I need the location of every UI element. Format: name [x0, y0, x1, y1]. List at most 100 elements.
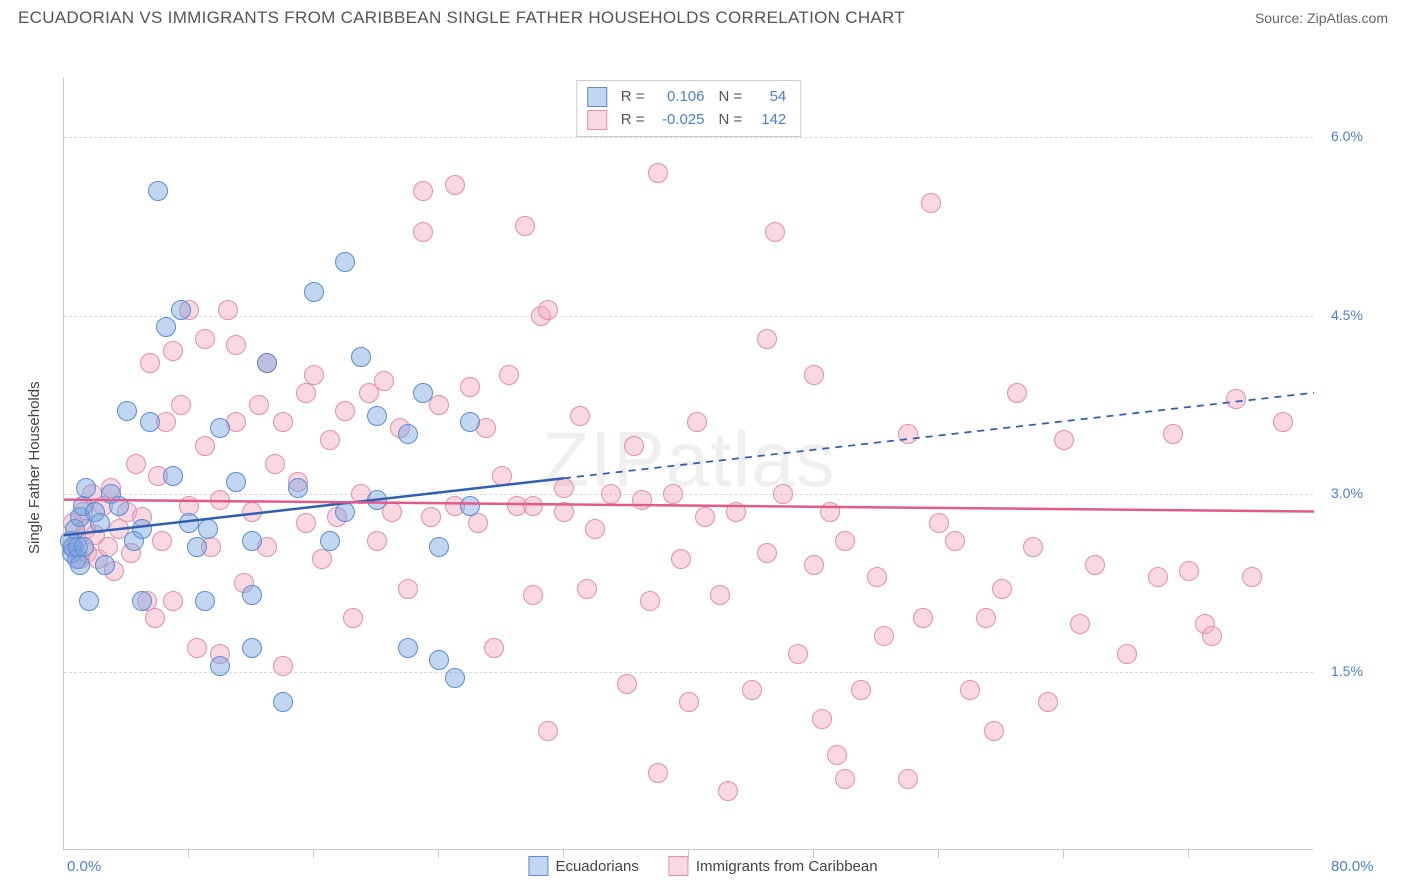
- data-point-caribbean: [152, 531, 172, 551]
- gridline: [64, 672, 1313, 673]
- data-point-caribbean: [296, 513, 316, 533]
- x-tick: [1188, 850, 1189, 858]
- data-point-caribbean: [413, 181, 433, 201]
- data-point-ecuadorians: [288, 478, 308, 498]
- source-link[interactable]: ZipAtlas.com: [1307, 10, 1388, 26]
- data-point-caribbean: [827, 745, 847, 765]
- data-point-caribbean: [320, 430, 340, 450]
- data-point-ecuadorians: [187, 537, 207, 557]
- data-point-caribbean: [460, 377, 480, 397]
- trend-lines: [64, 78, 1314, 850]
- data-point-ecuadorians: [273, 692, 293, 712]
- data-point-caribbean: [874, 626, 894, 646]
- n-label: N =: [719, 86, 743, 109]
- gridline: [64, 494, 1313, 495]
- plot-area: ZIPatlasR =0.106N =54R =-0.025N =142: [63, 78, 1313, 850]
- data-point-ecuadorians: [210, 418, 230, 438]
- data-point-caribbean: [1242, 567, 1262, 587]
- data-point-caribbean: [804, 365, 824, 385]
- n-label: N =: [719, 109, 743, 132]
- y-tick-label: 1.5%: [1331, 663, 1363, 679]
- data-point-ecuadorians: [335, 252, 355, 272]
- data-point-caribbean: [1054, 430, 1074, 450]
- data-point-caribbean: [1148, 567, 1168, 587]
- data-point-ecuadorians: [335, 502, 355, 522]
- data-point-caribbean: [554, 478, 574, 498]
- data-point-caribbean: [632, 490, 652, 510]
- data-point-ecuadorians: [76, 478, 96, 498]
- stats-row-caribbean: R =-0.025N =142: [587, 109, 787, 132]
- data-point-caribbean: [538, 300, 558, 320]
- data-point-ecuadorians: [226, 472, 246, 492]
- data-point-ecuadorians: [398, 424, 418, 444]
- data-point-ecuadorians: [79, 591, 99, 611]
- data-point-ecuadorians: [460, 412, 480, 432]
- chart-title: ECUADORIAN VS IMMIGRANTS FROM CARIBBEAN …: [18, 8, 905, 28]
- data-point-caribbean: [367, 531, 387, 551]
- correlation-scatter-chart: ZIPatlasR =0.106N =54R =-0.025N =1421.5%…: [18, 36, 1388, 886]
- data-point-caribbean: [710, 585, 730, 605]
- data-point-caribbean: [640, 591, 660, 611]
- data-point-caribbean: [484, 638, 504, 658]
- data-point-caribbean: [265, 454, 285, 474]
- data-point-ecuadorians: [242, 585, 262, 605]
- data-point-caribbean: [648, 763, 668, 783]
- x-tick: [313, 850, 314, 858]
- legend-swatch-ecuadorians: [587, 87, 607, 107]
- data-point-ecuadorians: [413, 383, 433, 403]
- r-value-caribbean: -0.025: [655, 109, 705, 132]
- data-point-caribbean: [601, 484, 621, 504]
- data-point-caribbean: [921, 193, 941, 213]
- data-point-caribbean: [343, 608, 363, 628]
- data-point-caribbean: [835, 769, 855, 789]
- data-point-caribbean: [1007, 383, 1027, 403]
- data-point-caribbean: [695, 507, 715, 527]
- data-point-ecuadorians: [460, 496, 480, 516]
- data-point-ecuadorians: [70, 555, 90, 575]
- data-point-caribbean: [945, 531, 965, 551]
- data-point-caribbean: [210, 490, 230, 510]
- y-axis-title: Single Father Households: [26, 381, 43, 554]
- data-point-caribbean: [1085, 555, 1105, 575]
- gridline: [64, 316, 1313, 317]
- data-point-caribbean: [577, 579, 597, 599]
- data-point-caribbean: [163, 341, 183, 361]
- data-point-ecuadorians: [132, 519, 152, 539]
- data-point-caribbean: [145, 608, 165, 628]
- data-point-caribbean: [421, 507, 441, 527]
- data-point-caribbean: [359, 383, 379, 403]
- data-point-caribbean: [1202, 626, 1222, 646]
- data-point-caribbean: [126, 454, 146, 474]
- data-point-ecuadorians: [398, 638, 418, 658]
- data-point-caribbean: [820, 502, 840, 522]
- data-point-caribbean: [140, 353, 160, 373]
- data-point-caribbean: [187, 638, 207, 658]
- data-point-caribbean: [804, 555, 824, 575]
- stats-row-ecuadorians: R =0.106N =54: [587, 86, 787, 109]
- data-point-ecuadorians: [242, 638, 262, 658]
- legend-swatch-caribbean: [669, 856, 689, 876]
- data-point-ecuadorians: [109, 496, 129, 516]
- data-point-caribbean: [585, 519, 605, 539]
- data-point-ecuadorians: [367, 490, 387, 510]
- data-point-caribbean: [523, 585, 543, 605]
- data-point-caribbean: [898, 769, 918, 789]
- data-point-ecuadorians: [117, 401, 137, 421]
- data-point-ecuadorians: [74, 537, 94, 557]
- data-point-ecuadorians: [156, 317, 176, 337]
- y-tick-label: 6.0%: [1331, 128, 1363, 144]
- data-point-caribbean: [492, 466, 512, 486]
- data-point-caribbean: [765, 222, 785, 242]
- y-tick-label: 4.5%: [1331, 307, 1363, 323]
- data-point-caribbean: [679, 692, 699, 712]
- data-point-caribbean: [1070, 614, 1090, 634]
- source-prefix: Source:: [1255, 10, 1307, 26]
- data-point-caribbean: [812, 709, 832, 729]
- data-point-caribbean: [1179, 561, 1199, 581]
- data-point-caribbean: [1023, 537, 1043, 557]
- n-value-ecuadorians: 54: [752, 86, 786, 109]
- data-point-ecuadorians: [148, 181, 168, 201]
- data-point-caribbean: [984, 721, 1004, 741]
- data-point-ecuadorians: [132, 591, 152, 611]
- data-point-caribbean: [538, 721, 558, 741]
